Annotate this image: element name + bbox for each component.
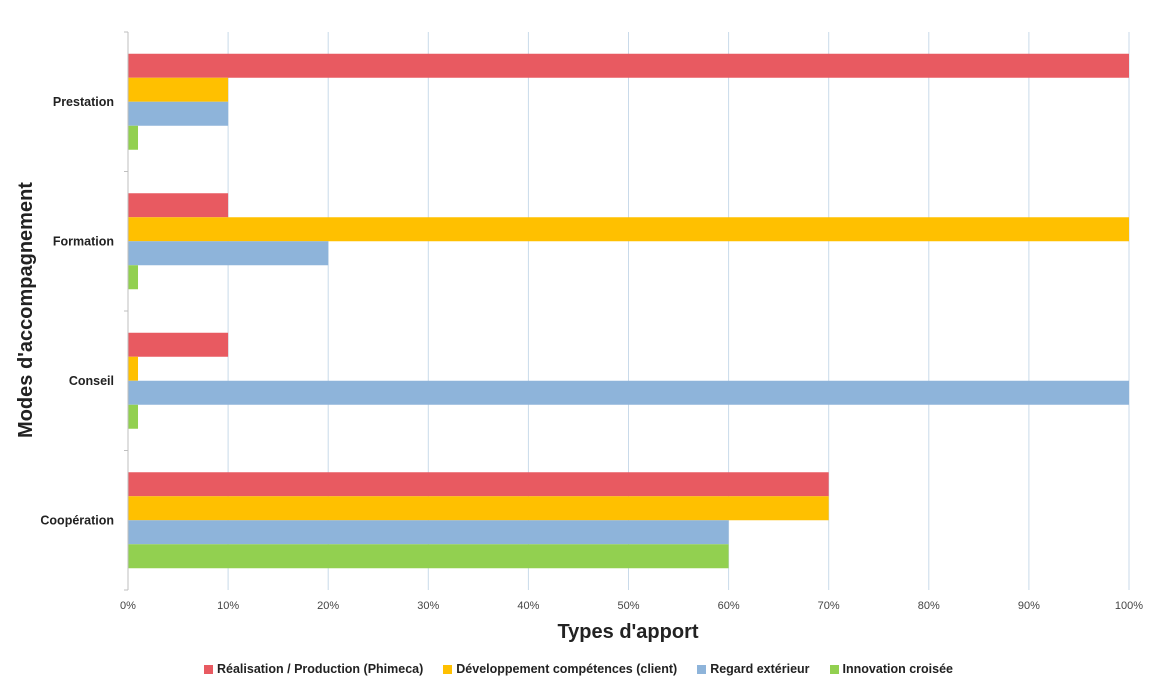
legend: Réalisation / Production (Phimeca) Dévelo… xyxy=(0,662,1157,677)
x-tick-label: 90% xyxy=(1018,600,1040,612)
x-tick-label: 0% xyxy=(120,600,136,612)
bar xyxy=(128,125,139,150)
legend-label: Réalisation / Production (Phimeca) xyxy=(216,662,424,676)
bar xyxy=(128,496,829,521)
y-axis-title: Modes d'accompagnement xyxy=(15,182,37,438)
x-tick-label: 60% xyxy=(718,600,740,612)
legend-item: Regard extérieur xyxy=(697,662,810,676)
x-tick-label: 100% xyxy=(1115,600,1143,612)
category-label: Coopération xyxy=(40,513,114,527)
x-tick-labels: 0% 10% 20% 30% 40% 50% 60% 70% 80% 90% 100% xyxy=(120,600,1143,612)
legend-item: Développement compétences (client) xyxy=(443,662,677,676)
category-label: Prestation xyxy=(53,95,114,109)
bar xyxy=(128,101,229,126)
category-label: Conseil xyxy=(69,374,114,388)
bar xyxy=(128,356,139,381)
bar xyxy=(128,77,229,102)
bar xyxy=(128,265,139,290)
legend-swatch xyxy=(203,664,213,674)
legend-swatch xyxy=(697,664,707,674)
bar xyxy=(128,332,229,357)
bar xyxy=(128,404,139,429)
x-tick-label: 30% xyxy=(417,600,439,612)
x-tick-label: 80% xyxy=(918,600,940,612)
x-tick-label: 40% xyxy=(517,600,539,612)
legend-swatch xyxy=(829,664,839,674)
bar xyxy=(128,241,329,266)
bar xyxy=(128,53,1129,78)
legend-label: Innovation croisée xyxy=(842,662,953,676)
x-tick-label: 10% xyxy=(217,600,239,612)
category-labels: Prestation Formation Conseil Coopération xyxy=(40,95,114,528)
legend-label: Développement compétences (client) xyxy=(456,662,678,676)
bar xyxy=(128,193,229,218)
legend-item: Innovation croisée xyxy=(829,662,953,676)
y-axis xyxy=(124,31,129,591)
bar xyxy=(128,472,829,497)
bar xyxy=(128,217,1129,242)
x-tick-label: 20% xyxy=(317,600,339,612)
x-axis-title: Types d'apport xyxy=(557,621,698,643)
x-tick-label: 70% xyxy=(818,600,840,612)
legend-label: Regard extérieur xyxy=(710,662,810,676)
bars xyxy=(128,53,1129,569)
category-label: Formation xyxy=(53,234,114,248)
x-tick-label: 50% xyxy=(617,600,639,612)
bar xyxy=(128,544,729,569)
legend-swatch xyxy=(443,664,453,674)
bar xyxy=(128,520,729,545)
bar xyxy=(128,380,1129,405)
legend-item: Réalisation / Production (Phimeca) xyxy=(203,662,424,676)
